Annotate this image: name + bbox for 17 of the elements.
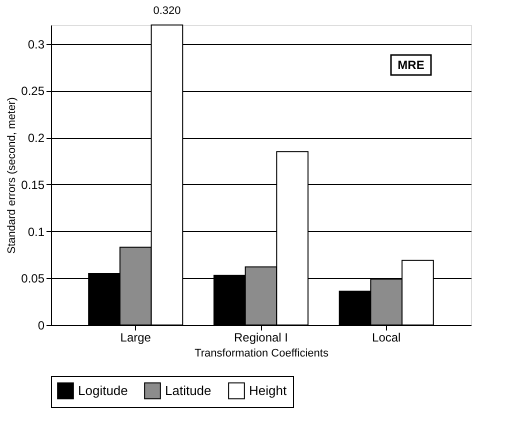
y-tick-label: 0.15 — [21, 178, 45, 192]
x-tick-label: Large — [120, 330, 152, 344]
y-tick-label: 0.2 — [28, 131, 45, 145]
x-tick-label: Local — [372, 330, 401, 344]
y-axis-title: Standard errors (second, meter) — [6, 97, 18, 254]
y-tick-label: 0 — [38, 318, 45, 332]
data-label: 0.320 — [153, 5, 181, 17]
legend-label: Logitude — [78, 382, 128, 398]
y-tick-label: 0.3 — [28, 37, 45, 52]
x-tick-label: Regional I — [234, 330, 288, 344]
y-tick-label: 0.1 — [28, 224, 45, 239]
annotation: MRE — [398, 58, 424, 72]
legend-label: Latitude — [165, 382, 212, 398]
x-axis-title: Transformation Coefficients — [194, 348, 329, 360]
y-tick-label: 0.25 — [21, 84, 45, 98]
legend-label: Height — [249, 382, 287, 398]
y-tick-label: 0.05 — [21, 272, 45, 286]
